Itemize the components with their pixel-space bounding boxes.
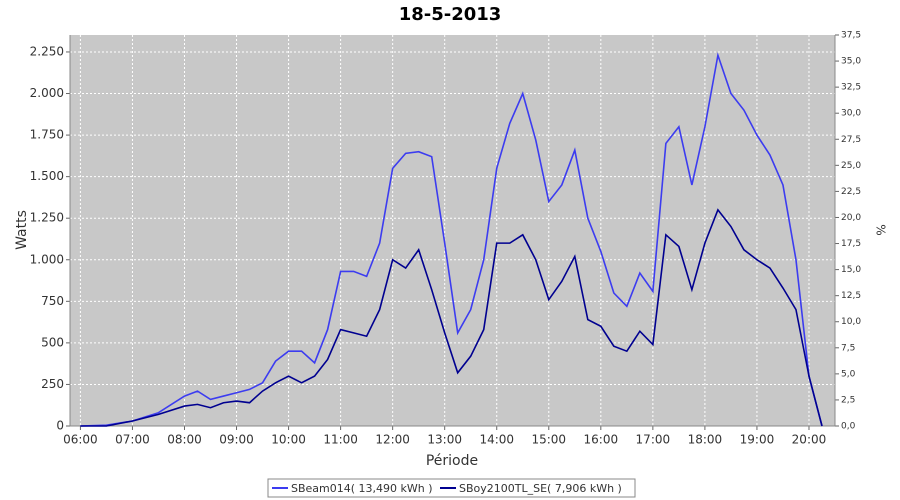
x-axis-label: Période	[426, 453, 478, 469]
x-tick-label: 07:00	[115, 433, 150, 447]
y2-tick-label: 0,0	[841, 422, 856, 432]
series-line	[80, 208, 823, 427]
x-tick-label: 11:00	[323, 433, 358, 447]
y2-tick-label: 25,0	[841, 161, 861, 171]
x-tick-label: 09:00	[219, 433, 254, 447]
y2-tick-label: 17,5	[841, 239, 861, 249]
y-tick-label: 250	[41, 377, 64, 391]
y2-tick-label: 30,0	[841, 109, 861, 119]
x-tick-label: 20:00	[792, 433, 827, 447]
series-line	[80, 52, 823, 427]
y-tick-label: 1.750	[30, 128, 64, 142]
y2-tick-label: 2,5	[841, 395, 855, 405]
y2-tick-label: 15,0	[841, 265, 861, 275]
x-tick-label: 10:00	[271, 433, 306, 447]
chart-title: 18-5-2013	[399, 4, 502, 25]
y-axis-label: Watts	[14, 210, 30, 250]
y2-tick-label: 5,0	[841, 369, 856, 379]
y2-tick-label: 35,0	[841, 57, 861, 67]
y-tick-label: 2.000	[30, 86, 64, 100]
y2-tick-label: 12,5	[841, 291, 861, 301]
y-tick-label: 500	[41, 335, 64, 349]
x-tick-label: 18:00	[688, 433, 723, 447]
x-tick-label: 12:00	[375, 433, 410, 447]
y-tick-label: 1.500	[30, 169, 64, 183]
y-tick-label: 0	[56, 419, 64, 433]
x-tick-label: 14:00	[479, 433, 514, 447]
x-tick-label: 17:00	[636, 433, 671, 447]
plot-area	[70, 35, 835, 426]
y-tick-label: 2.250	[30, 44, 64, 58]
legend-label: SBeam014( 13,490 kWh )	[291, 482, 433, 495]
y2-axis-label: %	[874, 224, 888, 235]
y2-tick-label: 7,5	[841, 343, 855, 353]
x-tick-label: 06:00	[63, 433, 98, 447]
y-tick-label: 1.250	[30, 211, 64, 225]
y-tick-label: 1.000	[30, 252, 64, 266]
y2-tick-label: 27,5	[841, 135, 861, 145]
y-tick-label: 750	[41, 294, 64, 308]
y2-tick-label: 37,5	[841, 31, 861, 41]
x-tick-label: 08:00	[167, 433, 202, 447]
x-tick-label: 15:00	[531, 433, 566, 447]
x-tick-label: 19:00	[740, 433, 775, 447]
y2-tick-label: 10,0	[841, 317, 861, 327]
x-tick-label: 16:00	[584, 433, 619, 447]
y2-tick-label: 32,5	[841, 83, 861, 93]
legend-label: SBoy2100TL_SE( 7,906 kWh )	[459, 482, 622, 495]
y2-tick-label: 22,5	[841, 187, 861, 197]
x-tick-label: 13:00	[427, 433, 462, 447]
y2-tick-label: 20,0	[841, 213, 861, 223]
